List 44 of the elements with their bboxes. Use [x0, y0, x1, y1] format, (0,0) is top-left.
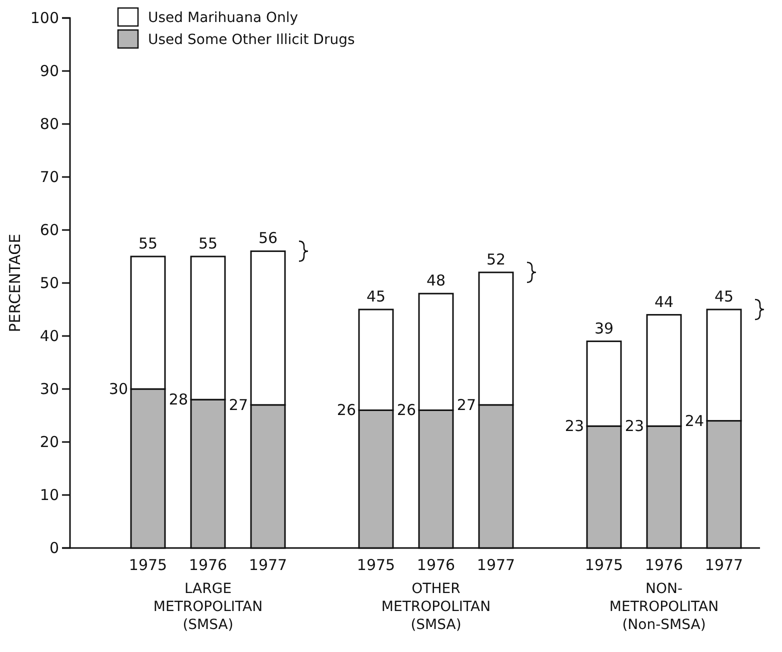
data-label: 26: [336, 401, 356, 420]
total-label: 45: [714, 288, 734, 306]
x-tick-label: 1975: [128, 556, 168, 574]
x-tick-label: 1975: [356, 556, 396, 574]
total-label: 45: [366, 288, 386, 306]
legend-label: Used Some Other Illicit Drugs: [148, 32, 355, 48]
text: OTHER METROPOLITAN (SMSA): [381, 581, 491, 633]
text: LARGE METROPOLITAN (SMSA): [153, 581, 263, 633]
total-label: 44: [654, 292, 674, 311]
y-tick-label: 90: [40, 62, 59, 80]
x-tick-label: 1976: [416, 556, 456, 574]
total-label: 55: [138, 234, 158, 252]
y-axis-title: PERCENTAGE: [6, 234, 24, 332]
y-tick-label: 10: [40, 486, 59, 504]
total-label: 56: [258, 229, 278, 248]
x-tick-label: 1977: [704, 556, 744, 574]
total-label: 52: [486, 250, 506, 268]
x-tick-label: 1976: [644, 556, 684, 574]
y-tick-label: 60: [40, 220, 59, 239]
y-tick-label: 0: [49, 538, 59, 557]
data-label: 23: [624, 417, 644, 436]
data-label: 30: [108, 380, 128, 398]
total-label: 39: [594, 319, 614, 338]
data-label: 23: [564, 417, 584, 436]
y-tick-label: 80: [40, 114, 59, 133]
x-tick-label: 1977: [248, 556, 288, 574]
y-tick-label: 20: [40, 432, 59, 451]
data-label: 24: [684, 412, 704, 430]
x-tick-label: 1977: [476, 556, 516, 574]
y-tick-label: 100: [30, 8, 59, 27]
x-tick-label: 1976: [188, 556, 228, 574]
y-tick-label: 50: [40, 274, 59, 292]
data-label: 26: [396, 401, 416, 420]
data-label: 28: [168, 390, 188, 409]
y-tick-label: 30: [40, 380, 59, 398]
data-label: 27: [228, 396, 248, 414]
x-tick-label: 1975: [584, 556, 624, 574]
y-tick-label: 40: [40, 326, 59, 345]
total-label: 48: [426, 272, 446, 290]
text: NON- METROPOLITAN (Non-SMSA): [609, 581, 719, 633]
y-tick-label: 70: [40, 168, 59, 186]
total-label: 55: [198, 234, 218, 252]
data-label: 27: [456, 396, 476, 414]
legend-label: Used Marihuana Only: [148, 10, 298, 26]
